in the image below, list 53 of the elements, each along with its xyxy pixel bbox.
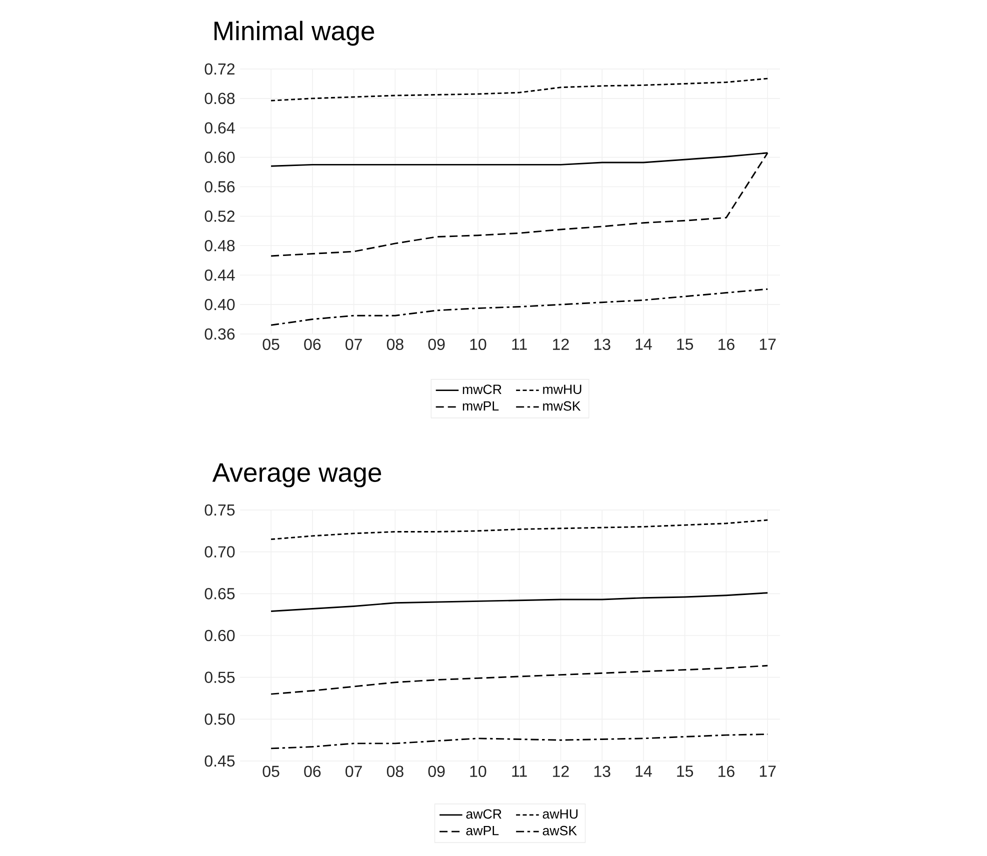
chart-title: Average wage xyxy=(212,463,382,488)
x-tick-label: 11 xyxy=(512,338,527,350)
legend-label: mwSK xyxy=(543,401,581,411)
x-tick-label: 17 xyxy=(760,766,776,777)
y-tick-label: 0.56 xyxy=(204,181,235,192)
y-tick-label: 0.60 xyxy=(204,630,235,642)
y-tick-label: 0.60 xyxy=(204,152,235,163)
x-tick-label: 06 xyxy=(304,338,321,350)
y-tick-label: 0.70 xyxy=(204,546,235,558)
x-tick-label: 12 xyxy=(553,766,569,777)
legend-label: mwCR xyxy=(462,384,502,394)
legend-label: mwPL xyxy=(462,401,499,411)
x-tick-label: 13 xyxy=(594,766,610,778)
y-tick-label: 0.55 xyxy=(204,672,235,683)
x-tick-label: 14 xyxy=(636,766,652,777)
y-tick-label: 0.48 xyxy=(204,240,235,252)
x-tick-label: 15 xyxy=(677,338,694,350)
x-tick-label: 15 xyxy=(677,766,694,777)
x-tick-label: 16 xyxy=(718,338,734,350)
y-tick-label: 0.50 xyxy=(204,714,235,725)
y-tick-label: 0.72 xyxy=(204,63,234,75)
x-tick-label: 05 xyxy=(262,338,280,350)
legend-label: awPL xyxy=(466,826,499,836)
legend-label: awHU xyxy=(542,809,578,819)
x-tick-label: 08 xyxy=(386,766,404,778)
legend-label: awSK xyxy=(542,826,577,836)
x-tick-label: 07 xyxy=(346,766,362,778)
x-tick-label: 13 xyxy=(594,338,610,350)
y-tick-label: 0.64 xyxy=(204,122,235,134)
x-tick-label: 09 xyxy=(428,338,445,350)
x-tick-label: 17 xyxy=(760,338,776,350)
x-tick-label: 16 xyxy=(718,766,734,778)
x-tick-label: 14 xyxy=(636,338,652,350)
x-tick-label: 07 xyxy=(346,338,362,350)
y-tick-label: 0.75 xyxy=(204,504,235,516)
x-tick-label: 05 xyxy=(262,766,280,778)
x-tick-label: 12 xyxy=(553,338,569,350)
y-tick-label: 0.68 xyxy=(204,92,235,104)
x-tick-label: 11 xyxy=(512,766,527,777)
legend-label: mwHU xyxy=(543,384,582,394)
y-tick-label: 0.52 xyxy=(204,210,234,222)
x-tick-label: 06 xyxy=(304,766,321,778)
x-tick-label: 09 xyxy=(428,766,445,778)
y-tick-label: 0.36 xyxy=(204,328,235,340)
legend-label: awCR xyxy=(466,809,502,819)
chart-title: Minimal wage xyxy=(214,20,374,46)
y-tick-label: 0.44 xyxy=(204,269,235,281)
y-tick-label: 0.45 xyxy=(204,755,235,767)
x-tick-label: 08 xyxy=(386,338,404,350)
y-tick-label: 0.40 xyxy=(204,298,235,310)
x-tick-label: 10 xyxy=(470,338,486,350)
y-tick-label: 0.65 xyxy=(204,588,235,600)
x-tick-label: 10 xyxy=(470,766,486,778)
